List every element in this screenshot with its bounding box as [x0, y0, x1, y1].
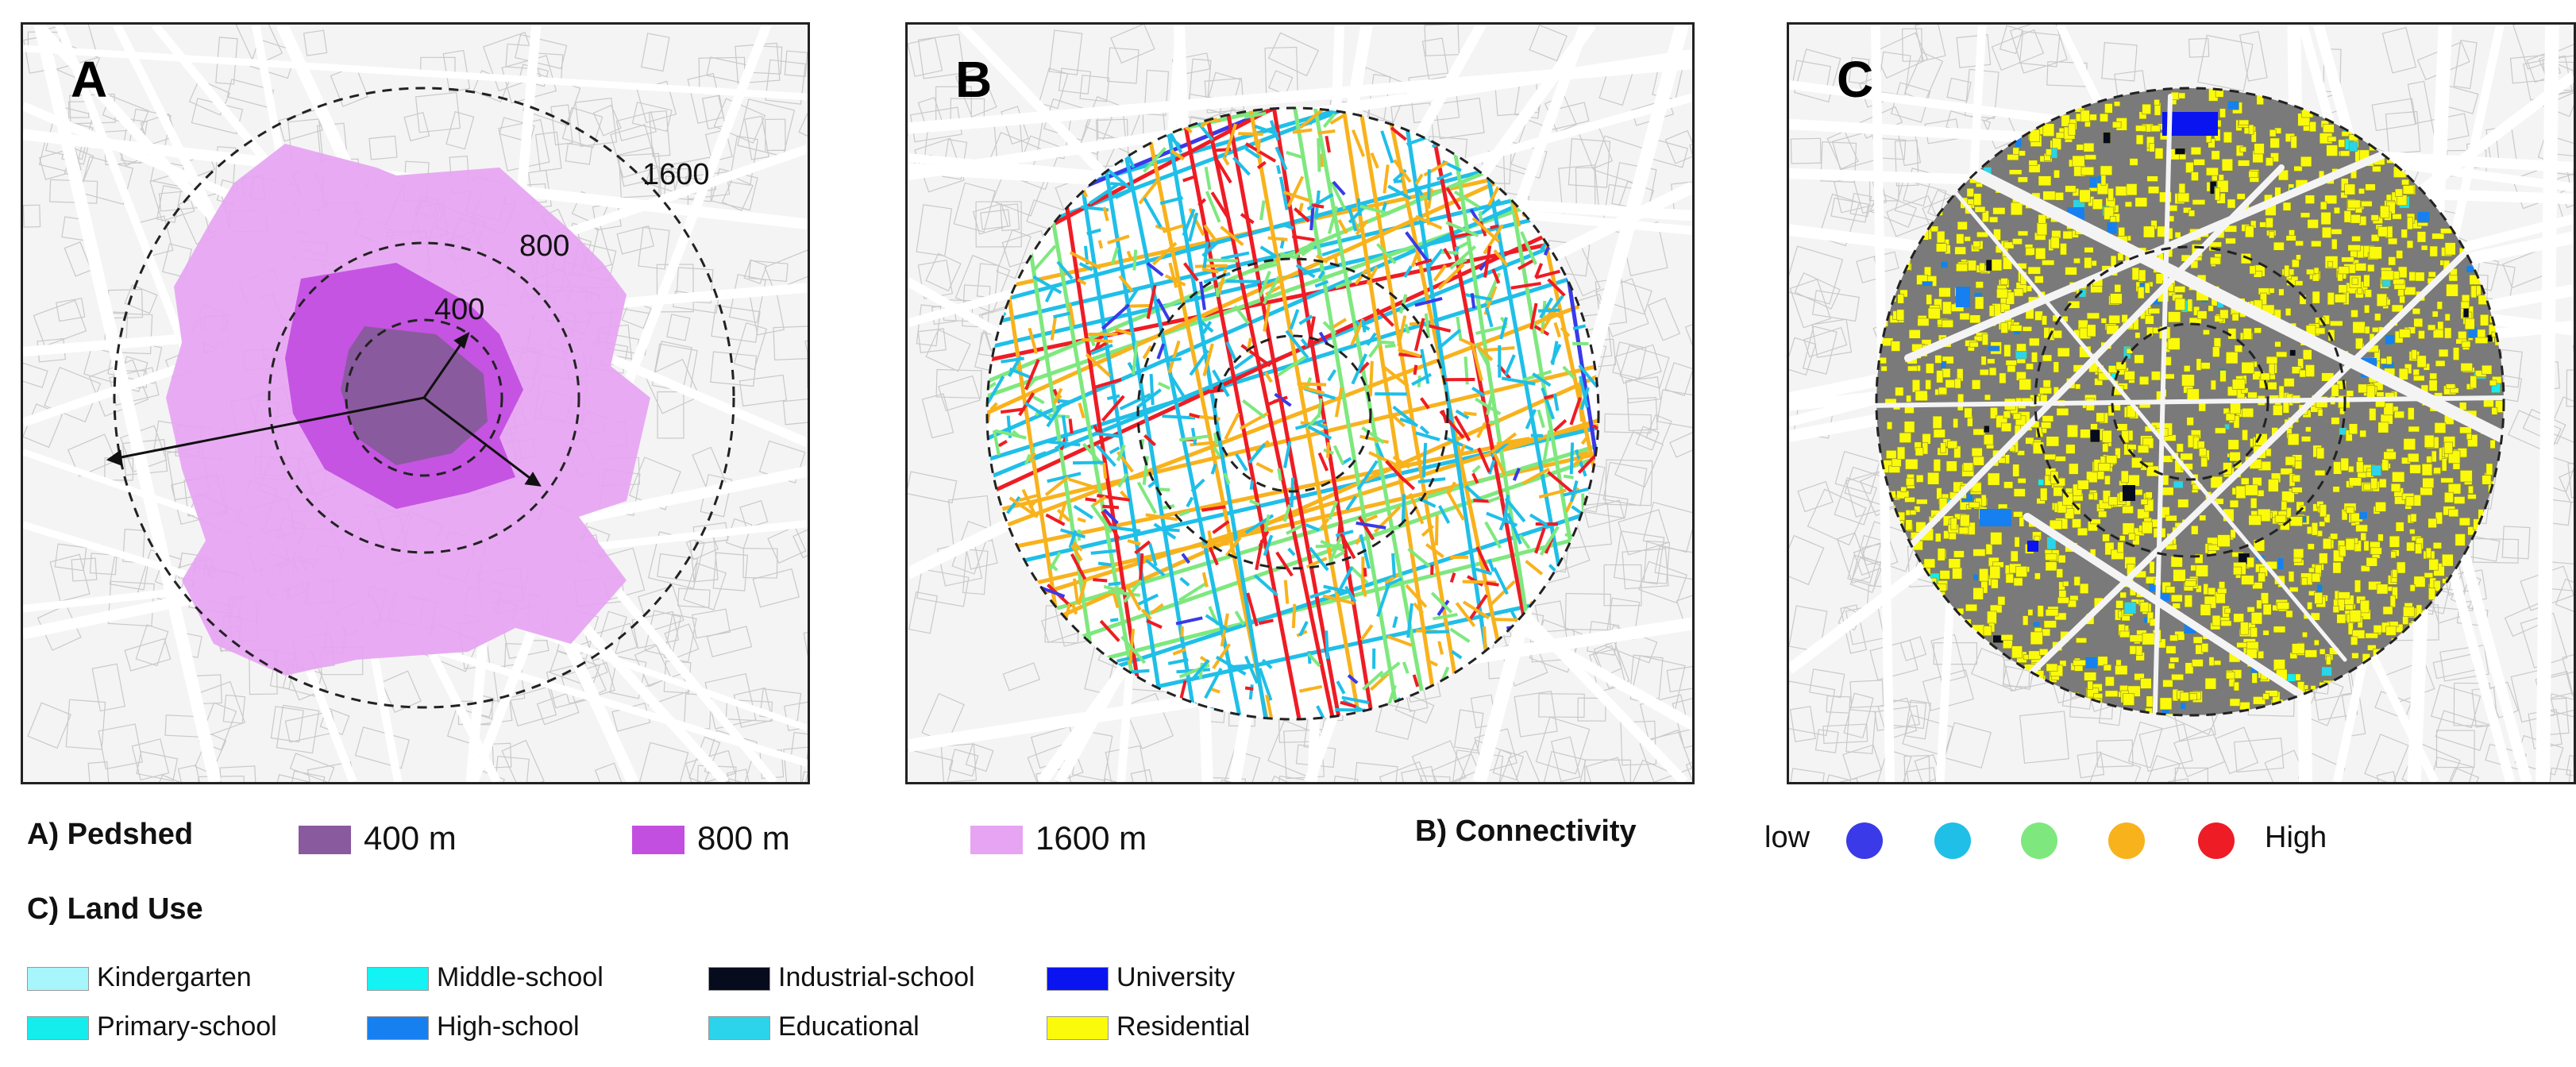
residential-swatch	[1047, 1016, 1109, 1040]
university-label: University	[1116, 962, 1236, 992]
ring-800	[2034, 245, 2347, 558]
ring-label-1600: 1600	[642, 158, 710, 191]
pedshed-legend-title: A) Pedshed	[27, 818, 194, 851]
ring-1600	[113, 87, 735, 709]
pedshed-map-canvas	[23, 25, 808, 782]
connectivity-level-1-dot	[1846, 822, 1883, 859]
pedshed-400-swatch	[299, 826, 351, 854]
industrial-school-swatch	[708, 967, 770, 991]
ring-800	[1136, 257, 1449, 570]
ring-400	[345, 318, 503, 477]
connectivity-map-canvas	[908, 25, 1692, 782]
connectivity-level-3-dot	[2021, 822, 2057, 859]
primary-school-label: Primary-school	[97, 1011, 277, 1042]
ring-1600	[985, 106, 1600, 721]
pedshed-400-label: 400 m	[364, 819, 457, 857]
middle-school-swatch	[367, 967, 429, 991]
pedshed-1600-swatch	[970, 826, 1023, 854]
university-swatch	[1047, 967, 1109, 991]
industrial-school-label: Industrial-school	[778, 962, 975, 992]
educational-label: Educational	[778, 1011, 920, 1042]
land-use-map-canvas	[1789, 25, 2574, 782]
high-school-swatch	[367, 1016, 429, 1040]
connectivity-level-4-dot	[2108, 822, 2145, 859]
panel-c-land-use-map: C	[1787, 22, 2576, 784]
panel-c-letter: C	[1837, 51, 1874, 108]
high-school-label: High-school	[437, 1011, 580, 1042]
connectivity-level-5-dot	[2198, 822, 2235, 859]
connectivity-low-label: low	[1764, 821, 1811, 854]
ring-1600	[1875, 87, 2505, 717]
connectivity-level-2-dot	[1934, 822, 1971, 859]
ring-800	[268, 241, 580, 554]
ring-400	[2111, 322, 2269, 481]
panel-b-letter: B	[955, 51, 993, 108]
panel-a-pedshed-map: A 400 800 1600	[21, 22, 810, 784]
panel-b-connectivity-map: B	[905, 22, 1695, 784]
ring-label-800: 800	[519, 229, 570, 263]
radius-arrows	[106, 331, 542, 487]
panel-a-letter: A	[71, 51, 108, 108]
primary-school-swatch	[27, 1016, 89, 1040]
kindergarten-swatch	[27, 967, 89, 991]
ring-400	[1213, 334, 1372, 493]
connectivity-high-label: High	[2265, 821, 2327, 854]
residential-label: Residential	[1116, 1011, 1251, 1042]
pedshed-800-swatch	[632, 826, 684, 854]
educational-swatch	[708, 1016, 770, 1040]
middle-school-label: Middle-school	[437, 962, 604, 992]
pedshed-1600-label: 1600 m	[1035, 819, 1147, 857]
ring-label-400: 400	[434, 293, 485, 326]
pedshed-400m-area	[341, 326, 488, 465]
kindergarten-label: Kindergarten	[97, 962, 252, 992]
land-use-legend-title: C) Land Use	[27, 892, 203, 926]
pedshed-800-label: 800 m	[697, 819, 790, 857]
connectivity-legend-title: B) Connectivity	[1415, 815, 1637, 848]
